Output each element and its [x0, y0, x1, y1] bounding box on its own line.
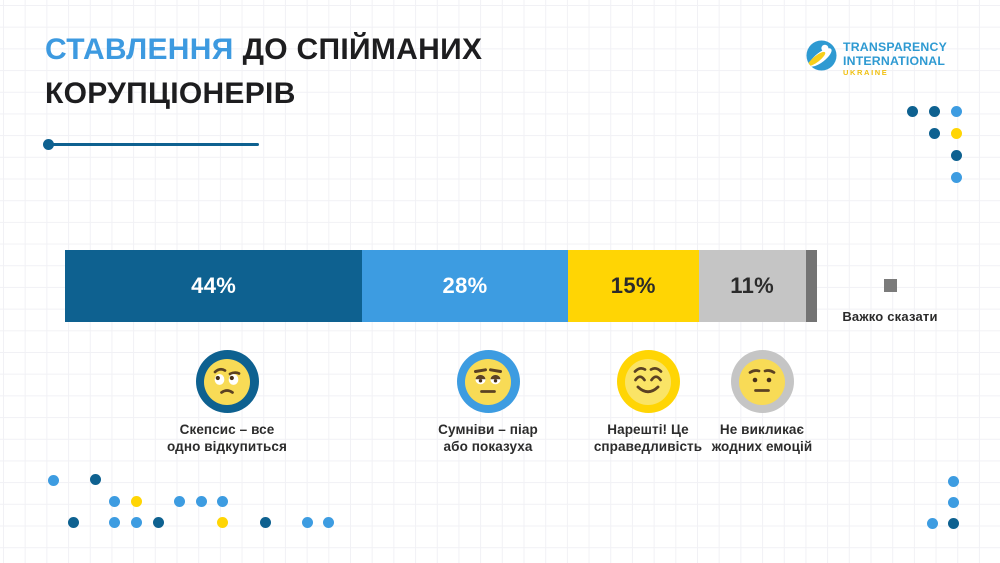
stacked-bar: 44% 28% 15% 11% — [65, 250, 817, 322]
decor-dot — [67, 516, 79, 528]
category-label: Сумніви – піар або показуха — [438, 422, 538, 454]
category-card-justice: Нарешті! Це справедливість — [573, 350, 723, 455]
unamused-emoji-icon — [456, 350, 520, 413]
logo-line-ukraine: UKRAINE — [843, 68, 889, 77]
bar-segment — [805, 250, 817, 322]
logo-line-2: INTERNATIONAL — [843, 53, 946, 68]
bar-segment: 11% — [698, 250, 806, 322]
page-title: СТАВЛЕННЯ ДО СПІЙМАНИХ КОРУПЦІОНЕРІВ — [45, 28, 685, 116]
ti-ukraine-logo: TRANSPARENCY INTERNATIONAL UKRAINE — [806, 40, 947, 77]
decor-dot — [950, 105, 962, 117]
decor-dot — [216, 495, 228, 507]
bar-segment: 15% — [567, 250, 699, 322]
decor-dot — [950, 171, 962, 183]
ti-logo-icon — [806, 40, 837, 71]
category-card-skepticism: Скепсис – все одно відкупиться — [152, 350, 302, 455]
decor-dot — [950, 149, 962, 161]
bar-segment: 44% — [65, 250, 363, 322]
decor-dot — [322, 516, 334, 528]
decor-dot — [301, 516, 313, 528]
decor-dot — [928, 127, 940, 139]
legend-hard-to-say: Важко сказати — [836, 279, 944, 324]
decor-dot — [947, 475, 959, 487]
decor-dot — [130, 516, 142, 528]
decor-dot — [928, 105, 940, 117]
decor-dot — [152, 516, 164, 528]
logo-line-1: TRANSPARENCY — [843, 40, 947, 54]
decor-dot — [108, 495, 120, 507]
decor-dot — [195, 495, 207, 507]
decor-dot — [216, 516, 228, 528]
bar-segment-value: 28% — [442, 273, 488, 298]
decor-dot — [947, 496, 959, 508]
title-rest: ДО СПІЙМАНИХ КОРУПЦІОНЕРІВ — [45, 33, 483, 110]
category-label: Скепсис – все одно відкупиться — [166, 422, 288, 454]
decor-dot — [89, 473, 101, 485]
legend-label: Важко сказати — [842, 309, 938, 324]
neutral-emoji-icon — [730, 350, 794, 413]
decor-dot — [906, 105, 918, 117]
smiling-face-icon — [625, 358, 671, 405]
decor-dot — [259, 516, 271, 528]
bar-segment: 28% — [362, 250, 568, 322]
decor-dot — [47, 474, 59, 486]
neutral-face-icon — [739, 358, 785, 405]
category-card-no-emotions: Не викликає жодних емоцій — [687, 350, 837, 455]
unamused-face-icon — [465, 358, 511, 405]
skeptical-emoji-icon — [195, 350, 259, 413]
bar-segment-value: 11% — [730, 273, 774, 298]
decor-dot — [130, 495, 142, 507]
category-card-doubts: Сумніви – піар або показуха — [413, 350, 563, 455]
decor-dot — [950, 127, 962, 139]
legend-swatch — [883, 279, 897, 292]
decor-dot — [173, 495, 185, 507]
bar-segment-value: 15% — [610, 273, 656, 298]
decor-dot — [108, 516, 120, 528]
bar-segment-value: 44% — [191, 273, 237, 298]
skeptical-face-icon — [204, 358, 250, 405]
category-label: Нарешті! Це справедливість — [593, 422, 703, 454]
decor-dot — [926, 517, 938, 529]
title-underline-decoration — [43, 139, 259, 150]
decor-dot — [947, 517, 959, 529]
category-label: Не викликає жодних емоцій — [711, 422, 813, 454]
smiling-emoji-icon — [616, 350, 680, 413]
ti-logo-wordmark: TRANSPARENCY INTERNATIONAL UKRAINE — [843, 40, 947, 77]
title-highlight: СТАВЛЕННЯ — [45, 33, 234, 66]
